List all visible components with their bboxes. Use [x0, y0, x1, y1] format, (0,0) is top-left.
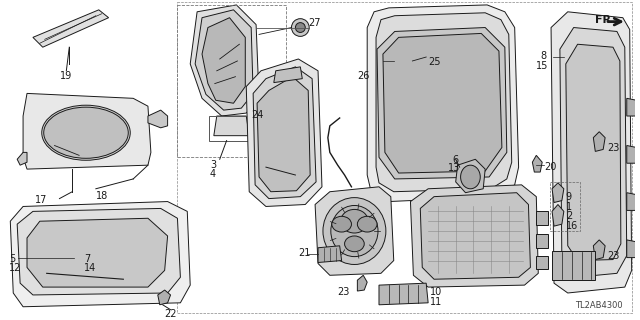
Polygon shape [253, 67, 316, 199]
Text: 2: 2 [566, 212, 572, 221]
Text: 15: 15 [536, 61, 548, 71]
Polygon shape [214, 116, 249, 136]
Ellipse shape [331, 205, 378, 257]
Polygon shape [367, 5, 518, 202]
Text: 19: 19 [60, 71, 72, 81]
Text: 24: 24 [251, 110, 264, 120]
Text: 20: 20 [544, 162, 557, 172]
Polygon shape [17, 152, 27, 165]
Ellipse shape [323, 198, 386, 264]
Ellipse shape [340, 209, 368, 233]
Text: 23: 23 [607, 251, 620, 261]
Bar [177, 5, 285, 157]
Text: 23: 23 [607, 143, 620, 153]
Ellipse shape [296, 23, 305, 32]
Text: 12: 12 [10, 263, 22, 274]
Text: 17: 17 [35, 195, 47, 205]
Polygon shape [148, 110, 168, 128]
Text: FR.: FR. [595, 15, 616, 25]
Polygon shape [10, 202, 190, 307]
Ellipse shape [44, 107, 128, 158]
Polygon shape [552, 204, 564, 226]
Polygon shape [377, 28, 507, 179]
Polygon shape [456, 159, 485, 193]
Polygon shape [552, 183, 564, 203]
Polygon shape [410, 185, 538, 287]
Polygon shape [593, 240, 605, 260]
Polygon shape [158, 290, 170, 305]
Text: 11: 11 [430, 297, 442, 307]
Polygon shape [376, 13, 512, 192]
Polygon shape [371, 54, 389, 71]
Text: 14: 14 [84, 263, 96, 274]
Polygon shape [627, 240, 637, 258]
Ellipse shape [357, 216, 377, 232]
Text: 7: 7 [84, 254, 90, 264]
Polygon shape [23, 93, 151, 169]
Polygon shape [190, 5, 259, 116]
Polygon shape [246, 59, 322, 206]
Text: 13: 13 [448, 163, 460, 173]
Polygon shape [17, 208, 180, 295]
Bar [177, 2, 632, 313]
Polygon shape [357, 275, 367, 291]
Polygon shape [536, 212, 548, 225]
Polygon shape [318, 246, 342, 262]
Text: 23: 23 [338, 287, 350, 297]
Ellipse shape [42, 105, 131, 160]
Ellipse shape [344, 236, 364, 252]
Polygon shape [560, 28, 627, 277]
Polygon shape [383, 33, 502, 173]
Polygon shape [627, 146, 637, 163]
Polygon shape [551, 12, 632, 293]
Text: 8: 8 [540, 51, 547, 61]
Text: 1: 1 [566, 202, 572, 212]
Text: 5: 5 [10, 254, 15, 264]
Bar [209, 116, 253, 140]
Polygon shape [27, 218, 168, 287]
Polygon shape [536, 234, 548, 248]
Text: 26: 26 [357, 71, 370, 81]
Polygon shape [566, 44, 621, 260]
Bar [550, 182, 580, 231]
Polygon shape [552, 251, 595, 280]
Ellipse shape [332, 216, 351, 232]
Polygon shape [257, 77, 310, 192]
Polygon shape [397, 53, 417, 73]
Polygon shape [536, 256, 548, 269]
Text: 27: 27 [308, 18, 321, 28]
Text: 9: 9 [566, 192, 572, 202]
Polygon shape [532, 155, 542, 172]
Text: 6: 6 [452, 155, 459, 165]
Polygon shape [627, 98, 637, 116]
Polygon shape [274, 67, 302, 83]
Text: 3: 3 [210, 160, 216, 170]
Polygon shape [315, 187, 394, 275]
Polygon shape [593, 132, 605, 151]
Polygon shape [420, 193, 531, 279]
Text: TL2AB4300: TL2AB4300 [575, 301, 623, 310]
Ellipse shape [461, 165, 480, 189]
Polygon shape [627, 193, 637, 211]
Text: 22: 22 [164, 309, 177, 319]
Ellipse shape [291, 19, 309, 36]
Polygon shape [379, 283, 428, 305]
Text: 25: 25 [428, 57, 441, 67]
Text: 16: 16 [566, 221, 578, 231]
Polygon shape [33, 10, 109, 47]
Text: 4: 4 [210, 169, 216, 179]
Text: 18: 18 [96, 191, 108, 201]
Text: 21: 21 [298, 248, 311, 258]
Text: 10: 10 [430, 287, 442, 297]
Polygon shape [202, 18, 245, 103]
Polygon shape [195, 10, 253, 110]
